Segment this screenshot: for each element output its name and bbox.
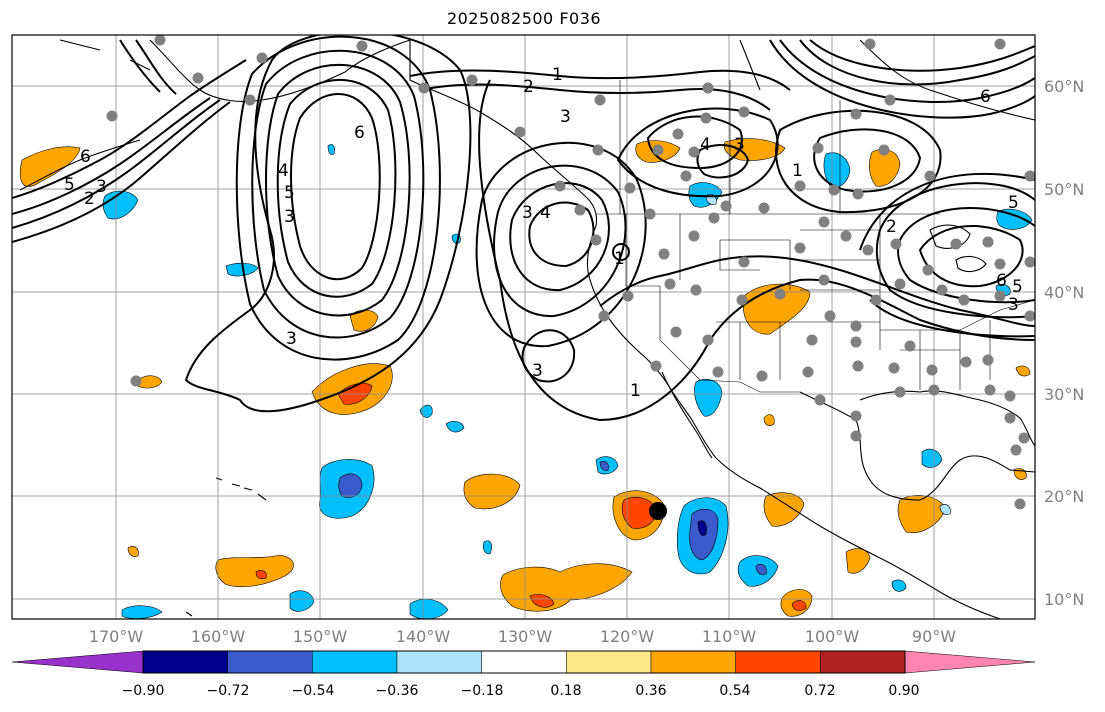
- svg-text:3: 3: [286, 329, 297, 349]
- contour-labels: 213 643 53 3 43 11 4 31 656 532 65 32: [64, 65, 1023, 401]
- storm-center-dot: [649, 502, 667, 520]
- colorbar-segment: [820, 650, 906, 674]
- colorbar-segment: [227, 650, 313, 674]
- svg-text:4: 4: [278, 161, 289, 181]
- coastlines: [19, 39, 1035, 619]
- svg-text:3: 3: [284, 207, 295, 227]
- svg-text:3: 3: [560, 107, 571, 127]
- svg-text:1: 1: [614, 249, 625, 269]
- lon-label: 100°W: [804, 627, 860, 646]
- colorbar-segment: [312, 650, 398, 674]
- colorbar-tick: 0.90: [888, 683, 920, 699]
- colorbar-segment: [650, 650, 736, 674]
- map-title: 2025082500 F036: [446, 9, 602, 28]
- svg-text:6: 6: [80, 147, 91, 167]
- lon-label: 150°W: [292, 627, 348, 646]
- lat-label: 50°N: [1044, 180, 1085, 199]
- svg-text:3: 3: [532, 361, 543, 381]
- lon-label: 170°W: [88, 627, 144, 646]
- station-dots: [106, 35, 1035, 510]
- lat-label: 60°N: [1044, 77, 1085, 96]
- map-frame: [11, 34, 1036, 620]
- lon-label: 130°W: [497, 627, 553, 646]
- colorbar-segment: [481, 650, 567, 674]
- colorbar-segment: [396, 650, 482, 674]
- svg-text:1: 1: [630, 381, 641, 401]
- colorbar-segment: [566, 650, 652, 674]
- colorbar-tick: 0.54: [719, 683, 751, 699]
- colorbar-extend-high: [904, 650, 1036, 674]
- svg-text:3: 3: [1008, 295, 1019, 315]
- contour-lines: [12, 35, 1035, 422]
- svg-text:2: 2: [84, 189, 95, 209]
- svg-text:5: 5: [284, 183, 295, 203]
- svg-text:6: 6: [996, 271, 1007, 291]
- colorbar-tick: −0.54: [291, 683, 335, 699]
- lon-label: 140°W: [395, 627, 451, 646]
- svg-text:5: 5: [1008, 193, 1019, 213]
- colorbar-tick: −0.18: [460, 683, 504, 699]
- colorbar-tick: −0.90: [121, 683, 165, 699]
- svg-text:5: 5: [1012, 277, 1023, 297]
- colorbar-tick: 0.36: [635, 683, 667, 699]
- svg-text:3: 3: [734, 135, 745, 155]
- svg-text:6: 6: [980, 87, 991, 107]
- svg-text:3: 3: [522, 203, 533, 223]
- lat-label: 20°N: [1044, 487, 1085, 506]
- colorbar: [11, 650, 1036, 674]
- lat-label: 10°N: [1044, 590, 1085, 609]
- svg-text:1: 1: [792, 161, 803, 181]
- colorbar-tick: −0.36: [375, 683, 419, 699]
- svg-text:3: 3: [96, 177, 107, 197]
- svg-text:5: 5: [64, 175, 75, 195]
- svg-text:2: 2: [523, 77, 534, 97]
- lon-label: 110°W: [701, 627, 757, 646]
- svg-text:4: 4: [700, 135, 711, 155]
- lat-label: 30°N: [1044, 385, 1085, 404]
- colorbar-tick: 0.72: [804, 683, 836, 699]
- lat-label: 40°N: [1044, 283, 1085, 302]
- colorbar-segment: [735, 650, 821, 674]
- colorbar-extend-low: [11, 650, 144, 674]
- svg-text:2: 2: [886, 217, 897, 237]
- graticule: [12, 35, 1035, 619]
- lon-label: 160°W: [190, 627, 246, 646]
- lon-label: 120°W: [599, 627, 655, 646]
- colorbar-segment: [142, 650, 228, 674]
- colorbar-tick: −0.72: [206, 683, 250, 699]
- svg-text:4: 4: [540, 203, 551, 223]
- svg-text:6: 6: [354, 123, 365, 143]
- colorbar-tick: 0.18: [550, 683, 582, 699]
- lon-label: 90°W: [911, 627, 957, 646]
- svg-text:1: 1: [552, 65, 563, 85]
